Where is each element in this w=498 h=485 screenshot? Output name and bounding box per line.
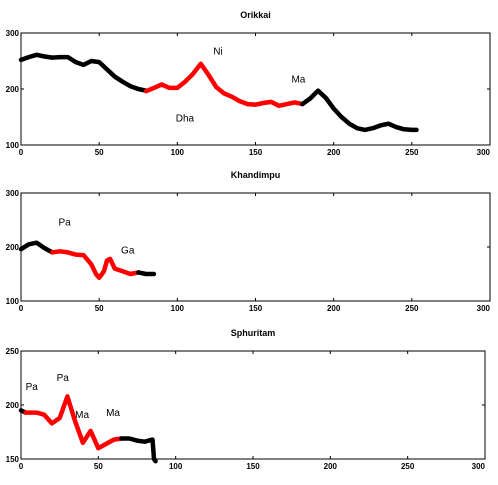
series-line-1 [23, 394, 124, 451]
x-tick-label: 0 [19, 304, 24, 313]
y-tick-label: 200 [6, 85, 20, 94]
x-tick-label: 50 [95, 148, 104, 157]
annotation-label: Pa [57, 373, 70, 384]
series-line-2 [136, 270, 157, 277]
annotation-label: Ni [213, 46, 222, 57]
plot-area [20, 192, 491, 302]
x-tick-label: 300 [472, 462, 486, 471]
x-tick-label: 200 [324, 462, 338, 471]
annotation-label: Ma [106, 408, 120, 419]
x-tick-label: 100 [171, 148, 185, 157]
plot-area [20, 32, 491, 146]
plot-area [20, 350, 486, 460]
series-line-2 [119, 436, 158, 464]
x-tick-label: 300 [477, 304, 491, 313]
y-tick-label: 200 [6, 401, 20, 410]
x-tick-label: 50 [94, 462, 103, 471]
y-tick-label: 100 [6, 141, 20, 150]
annotation-label: Ga [121, 245, 135, 256]
x-tick-label: 300 [477, 148, 491, 157]
x-tick-label: 250 [401, 462, 415, 471]
x-tick-label: 250 [405, 304, 419, 313]
x-tick-label: 0 [19, 148, 24, 157]
annotation-label: Ma [291, 74, 305, 85]
y-tick-label: 100 [6, 297, 20, 306]
x-tick-label: 250 [405, 148, 419, 157]
x-tick-label: 150 [249, 148, 263, 157]
y-tick-label: 150 [6, 455, 20, 464]
x-tick-label: 150 [246, 462, 260, 471]
y-tick-label: 300 [6, 189, 20, 198]
chart-title: Khandimpu [231, 170, 281, 180]
x-tick-label: 100 [171, 304, 185, 313]
y-tick-label: 200 [6, 243, 20, 252]
annotation-label: Dha [176, 113, 195, 124]
series-line-1 [50, 249, 141, 281]
x-tick-label: 150 [249, 304, 263, 313]
x-tick-label: 100 [169, 462, 183, 471]
series-line-0 [18, 240, 55, 255]
x-tick-label: 200 [327, 148, 341, 157]
chart-title: Orikkai [240, 10, 271, 20]
annotation-label: Ma [75, 410, 89, 421]
x-tick-label: 50 [95, 304, 104, 313]
annotation-label: Pa [59, 217, 72, 228]
series-line-2 [300, 88, 419, 133]
chart-panel-0: 0 50 100 150 200 250 300 100 200 300 Orikkai Ni Dha M… [6, 10, 491, 157]
y-tick-label: 250 [6, 347, 20, 356]
chart-title: Sphuritam [231, 328, 276, 338]
series-line-1 [143, 61, 305, 109]
x-tick-label: 200 [327, 304, 341, 313]
y-tick-label: 300 [6, 29, 20, 38]
chart-panel-1: 0 50 100 150 200 250 300 100 200 300 Khandimpu Pa Ga [6, 170, 491, 313]
chart-panel-2: 0 50 100 150 200 250 300 150 200 250 Sphuritam Pa Pa… [6, 328, 486, 471]
x-tick-label: 0 [19, 462, 24, 471]
series-line-0 [18, 52, 149, 93]
annotation-label: Pa [26, 382, 39, 393]
